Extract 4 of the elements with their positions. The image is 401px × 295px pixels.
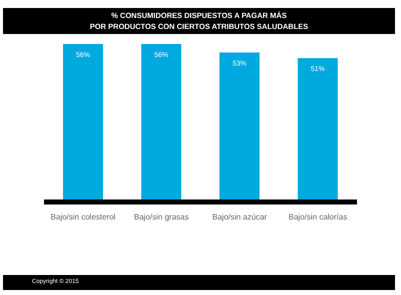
x-tick-label: Bajo/sin calorías (288, 212, 348, 222)
x-tick-label: Bajo/sin grasas (134, 212, 189, 222)
x-tick-label: Bajo/sin colesterol (50, 212, 116, 222)
x-tick-label: Bajo/sin azúcar (212, 212, 268, 222)
